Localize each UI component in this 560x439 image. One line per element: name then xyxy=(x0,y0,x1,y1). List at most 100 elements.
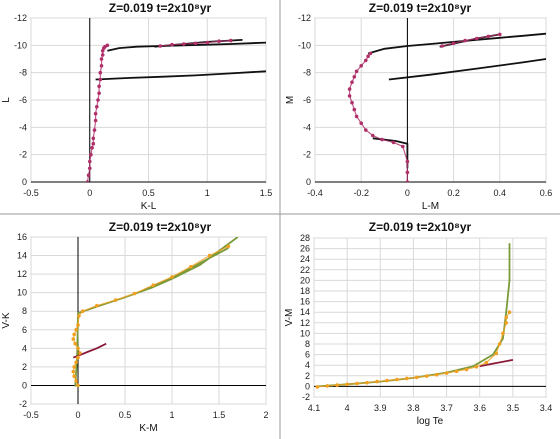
series-line-2 xyxy=(388,58,546,81)
y-tick-label: -10 xyxy=(14,40,27,50)
data-point xyxy=(484,360,489,365)
y-tick-label: 14 xyxy=(300,307,310,317)
data-point xyxy=(77,314,81,318)
y-tick-label: -6 xyxy=(303,95,311,105)
data-point xyxy=(365,380,369,385)
data-point xyxy=(325,384,330,388)
y-tick-label: 20 xyxy=(300,275,310,285)
data-point xyxy=(497,342,502,346)
y-tick-label: 4 xyxy=(22,343,27,353)
series-group xyxy=(315,243,514,389)
y-tick-label: 0 xyxy=(306,177,311,187)
data-point xyxy=(193,41,198,46)
data-point xyxy=(100,53,105,57)
data-point xyxy=(73,341,77,346)
data-point xyxy=(113,298,118,302)
data-point xyxy=(507,310,512,315)
data-point xyxy=(85,180,90,182)
x-tick-label: -0.5 xyxy=(23,188,39,198)
data-point xyxy=(72,374,76,379)
data-point xyxy=(444,371,449,375)
y-tick-label: 16 xyxy=(300,297,310,307)
y-tick-label: 12 xyxy=(300,318,310,328)
data-point xyxy=(368,51,373,56)
chart-title: Z=0.019 t=2x10⁸yr xyxy=(109,220,212,234)
data-point xyxy=(355,381,359,386)
x-tick-label: 0.2 xyxy=(447,188,460,198)
data-point xyxy=(207,253,212,258)
data-point xyxy=(474,36,479,41)
data-point xyxy=(371,133,375,138)
data-point xyxy=(97,91,101,95)
data-point xyxy=(95,303,99,308)
data-point xyxy=(93,111,98,116)
y-tick-label: 0 xyxy=(305,381,310,391)
data-point xyxy=(151,283,155,288)
y-tick-label: -12 xyxy=(298,13,311,23)
plot-area xyxy=(313,237,547,398)
y-tick-label: -12 xyxy=(14,13,27,23)
data-point xyxy=(504,315,509,320)
data-point xyxy=(98,77,103,82)
y-tick-label: -2 xyxy=(19,150,27,160)
y-tick-label: -2 xyxy=(303,150,311,160)
data-point xyxy=(405,376,409,381)
data-point xyxy=(474,365,479,369)
data-point xyxy=(74,379,78,383)
data-point xyxy=(380,137,384,142)
data-point xyxy=(90,146,94,150)
data-point xyxy=(95,105,99,109)
y-tick-label: 0 xyxy=(22,177,27,187)
data-point xyxy=(424,374,429,378)
data-point xyxy=(91,141,96,146)
data-point xyxy=(375,379,379,384)
data-point xyxy=(440,44,444,48)
data-point xyxy=(354,114,359,119)
data-point xyxy=(504,321,509,325)
chart-panel-1: 0-2-4-6-8-10-12-0.5 0 0.5 1 1.5Z=0.019 t=2x1… xyxy=(1,1,272,212)
series-line-2 xyxy=(95,70,266,81)
data-point xyxy=(170,275,174,279)
x-tick-label: 1 xyxy=(169,410,174,420)
y-tick-label: 6 xyxy=(22,325,27,335)
y-tick-label: 22 xyxy=(300,265,310,275)
y-tick-label: -10 xyxy=(298,40,311,50)
y-tick-label: 28 xyxy=(300,233,310,243)
data-point xyxy=(315,385,320,389)
data-point xyxy=(97,84,101,89)
data-point xyxy=(132,291,137,296)
y-axis-label: V-K xyxy=(1,312,12,328)
data-point xyxy=(347,87,352,91)
data-point xyxy=(395,377,399,382)
series-line-2 xyxy=(143,247,229,291)
data-point xyxy=(405,159,410,164)
series-group xyxy=(347,32,546,182)
data-point xyxy=(359,64,364,68)
y-tick-label: 6 xyxy=(305,350,310,360)
x-tick-label: 3.5 xyxy=(507,403,520,413)
x-tick-label: 0 xyxy=(75,410,80,420)
data-point xyxy=(405,180,410,182)
data-point xyxy=(72,365,76,369)
chart-panel-2: 0 -2 -4 -6 -8 -10 -12 -0.4 -0.2 0 0.2 0.4 0.6 Z=0.019… xyxy=(285,1,552,212)
x-tick-label: 4 xyxy=(345,403,350,413)
data-point xyxy=(405,170,410,175)
y-tick-label: 16 xyxy=(17,232,27,242)
data-point xyxy=(76,346,80,351)
data-point xyxy=(217,39,221,43)
data-point xyxy=(352,75,357,79)
series-group xyxy=(71,237,239,388)
y-tick-label: 8 xyxy=(305,339,310,349)
y-tick-label: -8 xyxy=(303,68,311,78)
data-point xyxy=(98,70,103,75)
y-tick-label: -6 xyxy=(19,95,27,105)
data-point xyxy=(494,351,499,356)
data-point xyxy=(205,40,210,45)
x-tick-label: 1.5 xyxy=(213,410,226,420)
y-tick-label: 18 xyxy=(300,286,310,296)
data-point xyxy=(71,369,76,374)
x-tick-label: 3.7 xyxy=(440,403,453,413)
data-point xyxy=(158,44,163,48)
